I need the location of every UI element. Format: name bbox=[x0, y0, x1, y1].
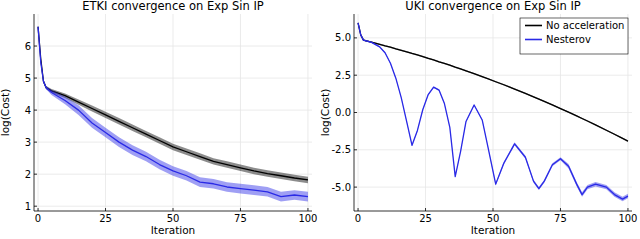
y-tick-label: 1 bbox=[25, 201, 31, 212]
x-tick bbox=[105, 208, 106, 211]
y-tick-label: 2.5 bbox=[335, 70, 351, 81]
grid-line bbox=[173, 14, 174, 211]
y-tick bbox=[34, 110, 37, 111]
grid-line bbox=[354, 149, 632, 150]
x-axis-label: Iteration bbox=[471, 224, 516, 236]
y-tick bbox=[354, 187, 357, 188]
y-tick-label: 6 bbox=[25, 41, 31, 52]
y-tick-label: -5.0 bbox=[331, 182, 351, 193]
y-tick bbox=[354, 112, 357, 113]
x-tick bbox=[38, 208, 39, 211]
panel: 0 25 50 75 100 1 2 3 4 5 6 ETKI convergence on Exp … bbox=[0, 0, 317, 236]
series-line bbox=[38, 27, 308, 197]
error-band bbox=[38, 25, 308, 183]
x-tick bbox=[240, 208, 241, 211]
x-tick-label: 50 bbox=[487, 213, 500, 224]
y-axis-label: log(Cost) bbox=[0, 89, 11, 137]
legend-box bbox=[520, 18, 628, 54]
grid-line bbox=[354, 75, 632, 76]
grid-line bbox=[354, 112, 632, 113]
legend-swatch bbox=[525, 39, 542, 41]
y-tick-label: 2 bbox=[25, 169, 31, 180]
x-tick-label: 75 bbox=[554, 213, 567, 224]
y-tick-label: 5 bbox=[25, 73, 31, 84]
grid-line bbox=[38, 14, 39, 211]
x-tick bbox=[307, 208, 308, 211]
x-tick-label: 0 bbox=[35, 213, 41, 224]
grid-line bbox=[34, 78, 312, 79]
x-tick-label: 0 bbox=[355, 213, 361, 224]
legend-label: No acceleration bbox=[546, 20, 624, 31]
panel: 0 25 50 75 100 -5.0 -2.5 0.0 2.5 5.0 UKI convergen… bbox=[319, 0, 637, 236]
y-tick bbox=[34, 174, 37, 175]
x-tick bbox=[425, 208, 426, 211]
error-band bbox=[358, 22, 628, 142]
y-tick bbox=[34, 206, 37, 207]
x-tick bbox=[358, 208, 359, 211]
plot-area bbox=[38, 25, 308, 201]
legend-swatch bbox=[525, 25, 542, 27]
y-tick bbox=[34, 78, 37, 79]
x-tick bbox=[493, 208, 494, 211]
legend-label: Nesterov bbox=[546, 34, 591, 45]
title: UKI convergence on Exp Sin IP bbox=[405, 0, 581, 13]
x-tick-label: 75 bbox=[234, 213, 247, 224]
y-tick bbox=[354, 75, 357, 76]
x-tick-label: 100 bbox=[618, 213, 637, 224]
y-tick bbox=[354, 149, 357, 150]
y-axis-label: log(Cost) bbox=[319, 89, 331, 137]
grid-line bbox=[34, 142, 312, 143]
y-tick-label: 5.0 bbox=[335, 32, 351, 43]
grid-line bbox=[240, 14, 241, 211]
y-tick-label: 4 bbox=[25, 105, 31, 116]
y-axis bbox=[34, 14, 35, 211]
y-tick-label: -2.5 bbox=[331, 144, 351, 155]
series-line bbox=[38, 27, 308, 180]
title: ETKI convergence on Exp Sin IP bbox=[82, 0, 263, 13]
y-tick-label: 0.0 bbox=[335, 107, 351, 118]
x-tick bbox=[627, 208, 628, 211]
y-tick-label: 3 bbox=[25, 137, 31, 148]
y-tick bbox=[34, 142, 37, 143]
x-tick bbox=[173, 208, 174, 211]
error-band bbox=[38, 25, 308, 201]
series-line bbox=[358, 23, 628, 141]
legend: No acceleration Nesterov bbox=[520, 18, 628, 54]
x-tick bbox=[560, 208, 561, 211]
x-tick-label: 100 bbox=[298, 213, 317, 224]
x-tick-label: 25 bbox=[99, 213, 112, 224]
x-axis-label: Iteration bbox=[151, 224, 196, 236]
x-tick-label: 25 bbox=[419, 213, 432, 224]
x-tick-label: 50 bbox=[167, 213, 180, 224]
grid-line bbox=[34, 46, 312, 47]
y-tick bbox=[34, 46, 37, 47]
figure: 0 25 50 75 100 1 2 3 4 5 6 ETKI convergence on Exp … bbox=[0, 0, 640, 239]
grid-line bbox=[34, 206, 312, 207]
y-tick bbox=[354, 37, 357, 38]
